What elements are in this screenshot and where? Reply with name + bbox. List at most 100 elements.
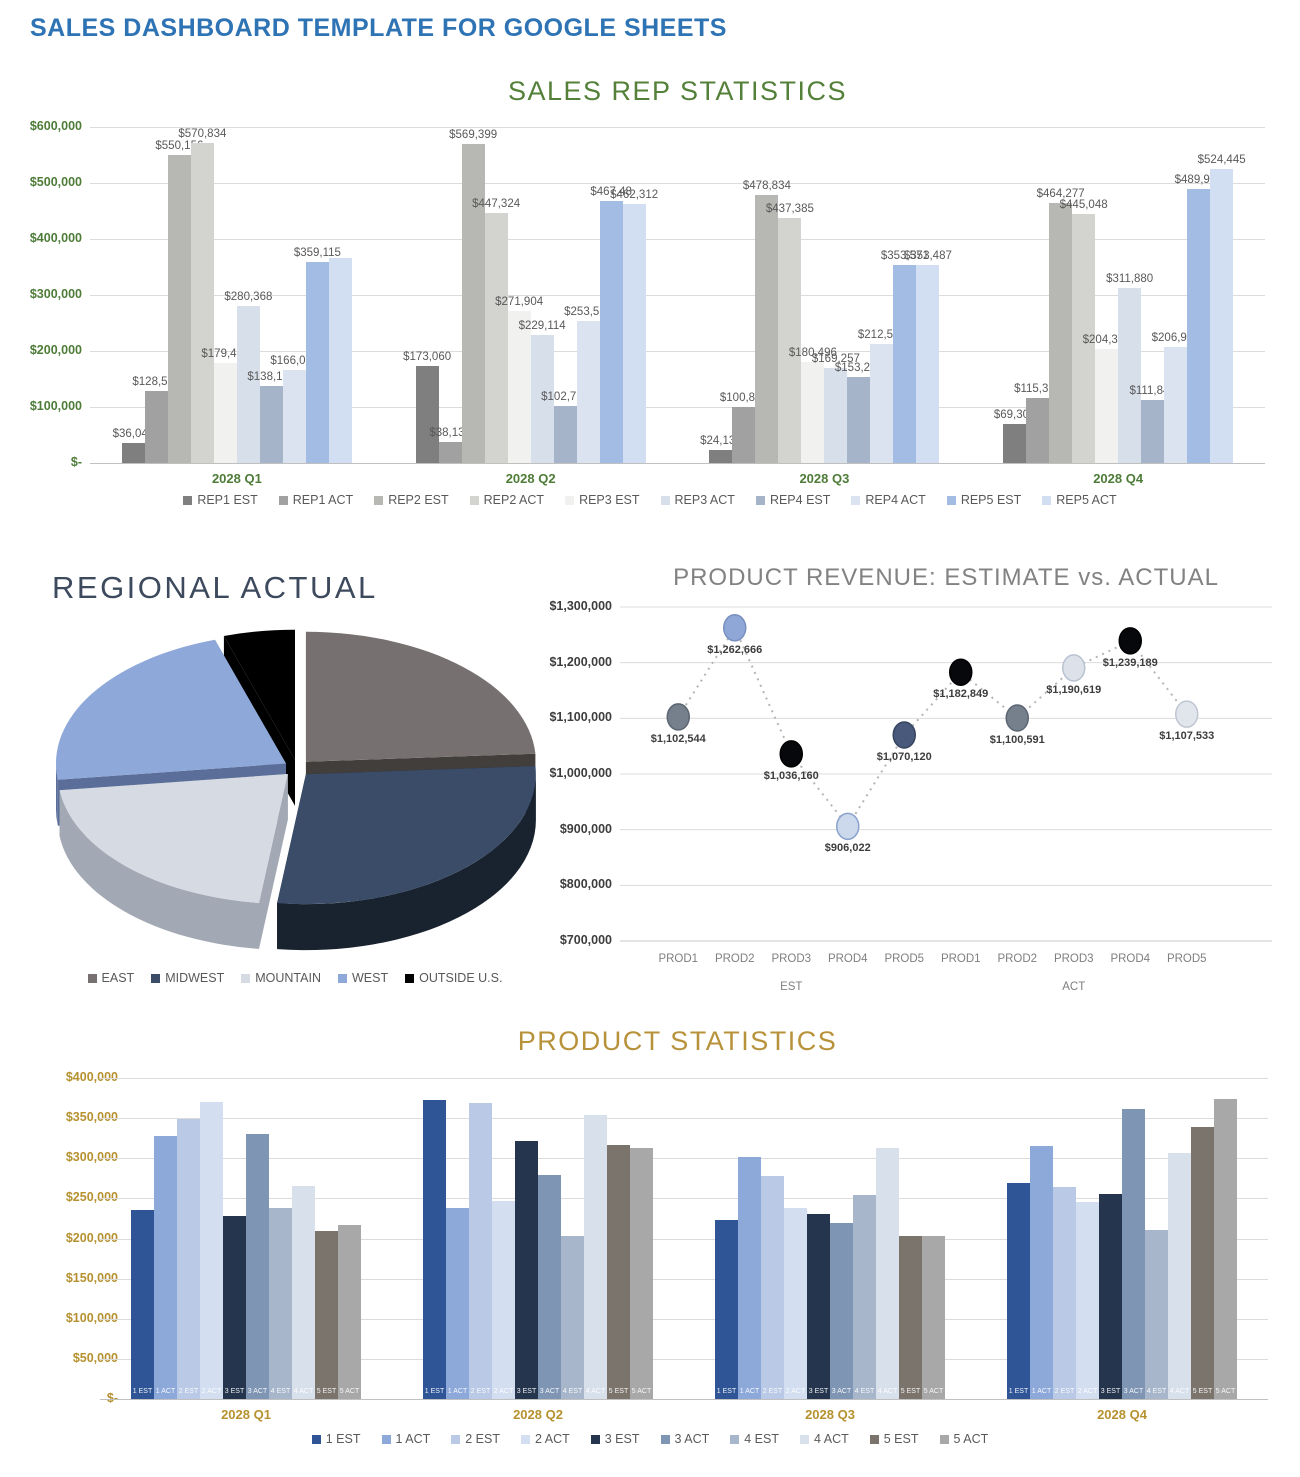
bar-series-label: 1 ACT: [155, 1388, 176, 1395]
data-point-label: $1,262,666: [707, 643, 763, 656]
bar-1-est-2028-q2: 1 EST: [423, 1100, 446, 1399]
bar-group-2028-q3: $24,132 $100,822 $478,834 $437,385 $180,496 $…: [678, 127, 972, 463]
bar-value-label: $173,060: [403, 351, 452, 364]
legend-label: 5 EST: [883, 1432, 919, 1446]
product-revenue-chart[interactable]: $1,102,544 $1,262,666 $1,036,160 $906,022 $1…: [620, 606, 1272, 993]
legend-item-rep5-act: REP5 ACT: [1042, 493, 1117, 507]
bar-rep3-act-2028-q2: $229,114: [519, 320, 566, 463]
data-point-label: $1,102,544: [650, 732, 706, 745]
x-axis-label: PROD5: [1166, 953, 1207, 965]
y-axis-tick: $50,000: [72, 1350, 118, 1365]
bar-rep5-est-2028-q2: $467,48: [590, 186, 632, 463]
bar-1-est-2028-q3: 1 EST: [715, 1220, 738, 1399]
data-point-label: $1,182,849: [933, 688, 989, 701]
bar-group-2028-q1: 1 EST 1 ACT 2 EST 2 ACT 3 EST 3 ACT 4 EST 4 ACT…: [100, 1078, 392, 1399]
bar-series-label: 3 ACT: [539, 1388, 560, 1395]
gridline: [90, 295, 1265, 296]
x-axis-group-label: 2028 Q2: [505, 471, 556, 486]
legend-label: REP2 ACT: [483, 493, 545, 507]
x-axis-group-label: ACT: [1062, 981, 1086, 993]
y-axis-tick: $1,000,000: [549, 766, 612, 780]
bar-2-act-2028-q4: 2 ACT: [1076, 1202, 1099, 1399]
bar-rep5-est-2028-q1: $359,115: [294, 247, 341, 463]
legend-swatch: [660, 495, 670, 505]
product-statistics-y-axis: $400,000 $350,000 $300,000 $250,000 $200,000…: [0, 1070, 118, 1405]
data-point-label: $1,036,160: [763, 769, 819, 782]
bar-rep3-act-2028-q3: $169,257: [812, 353, 860, 463]
bar-series-label: 4 EST: [854, 1388, 875, 1395]
bar-1-act-2028-q2: 1 ACT: [446, 1208, 469, 1399]
x-axis-group-label: 2028 Q2: [513, 1407, 563, 1422]
bar-4-act-2028-q4: 4 ACT: [1168, 1153, 1191, 1399]
x-axis-group-label: 2028 Q1: [211, 471, 262, 486]
bar-3-act-2028-q3: 3 ACT: [830, 1223, 853, 1399]
data-point-prod5-est: [892, 721, 916, 749]
sales-rep-y-axis: $600,000 $500,000 $400,000 $300,000 $200,000…: [0, 119, 82, 469]
data-point-prod2-act: [1005, 704, 1029, 732]
bar-rep4-est-2028-q1: $138,175: [247, 371, 295, 463]
legend-label: OUTSIDE U.S.: [419, 971, 503, 985]
bar-rep1-act-2028-q2: $38,136: [429, 427, 471, 463]
legend-label: 5 ACT: [953, 1432, 989, 1446]
legend-swatch: [278, 495, 288, 505]
legend-swatch: [755, 495, 765, 505]
bar-group-2028-q2: 1 EST 1 ACT 2 EST 2 ACT 3 EST 3 ACT 4 EST 4 ACT…: [392, 1078, 684, 1399]
x-axis-label: PROD2: [714, 953, 755, 965]
y-axis-tick: $200,000: [29, 343, 82, 357]
sales-rep-chart[interactable]: $36,047 $128,554 $550,156 $570,834 $179,432 $…: [90, 127, 1265, 486]
data-point-prod1-act: [949, 658, 973, 686]
bar-series-label: 2 ACT: [785, 1388, 806, 1395]
regional-pie-chart[interactable]: [40, 598, 550, 970]
x-axis-group-label: 2028 Q1: [221, 1407, 271, 1422]
legend-item-1-act: 1 ACT: [381, 1432, 430, 1446]
bar-1-act-2028-q3: 1 ACT: [738, 1157, 761, 1399]
bar-series-label: 3 ACT: [831, 1388, 852, 1395]
bar-2-act-2028-q1: 2 ACT: [200, 1102, 223, 1399]
legend-swatch: [851, 495, 861, 505]
legend-swatch: [241, 973, 251, 983]
gridline: [90, 127, 1265, 128]
bar-series-label: 4 EST: [562, 1388, 583, 1395]
bar-series-label: 5 EST: [316, 1388, 337, 1395]
bar-series-label: 3 EST: [808, 1388, 829, 1395]
bar-rep2-act-2028-q1: $570,834: [178, 128, 226, 463]
bar-2-est-2028-q2: 2 EST: [469, 1102, 492, 1399]
legend-swatch: [1042, 495, 1052, 505]
y-axis-tick: $200,000: [65, 1230, 118, 1245]
legend-label: REP1 ACT: [292, 493, 354, 507]
legend-item-3-est: 3 EST: [590, 1432, 640, 1446]
bar-series-label: 5 EST: [900, 1388, 921, 1395]
product-statistics-chart-title: PRODUCT STATISTICS: [517, 1026, 838, 1056]
gridline: [90, 183, 1265, 184]
bar-1-est-2028-q4: 1 EST: [1007, 1182, 1030, 1399]
bar-4-act-2028-q3: 4 ACT: [876, 1147, 899, 1399]
bar-rep2-est-2028-q1: $550,156: [155, 140, 203, 463]
regional-legend: EAST MIDWEST MOUNTAIN WEST OUTSIDE U.S.: [40, 971, 550, 985]
bar-series-label: 1 ACT: [447, 1388, 468, 1395]
legend-label: 2 ACT: [535, 1432, 570, 1446]
legend-item-3-act: 3 ACT: [660, 1432, 710, 1446]
gridline: [100, 1278, 1268, 1280]
legend-label: REP3 ACT: [674, 493, 735, 507]
legend-label: 3 EST: [604, 1432, 640, 1446]
gridline: [100, 1198, 1268, 1200]
y-axis-tick: $250,000: [65, 1190, 118, 1205]
bar-value-label: $353,571: [880, 250, 929, 262]
bar-rep5-act-2028-q3: $353,487: [904, 250, 952, 463]
legend-swatch: [521, 1434, 530, 1444]
bar-rep1-act-2028-q4: $115,337: [1014, 383, 1061, 463]
legend-label: REP3 EST: [579, 493, 640, 507]
bar-rep3-act-2028-q1: $280,368: [224, 291, 272, 463]
bar-series-label: 5 ACT: [339, 1388, 360, 1395]
legend-label: 3 ACT: [674, 1432, 710, 1446]
y-axis-tick: $600,000: [29, 119, 82, 133]
bar-rep3-est-2028-q4: $204,328: [1083, 334, 1131, 463]
bar-rep5-est-2028-q4: $489,945: [1175, 174, 1223, 463]
bar-3-est-2028-q1: 3 EST: [223, 1215, 246, 1399]
product-statistics-chart[interactable]: 1 EST 1 ACT 2 EST 2 ACT 3 EST 3 ACT 4 EST 4 ACT…: [100, 1078, 1268, 1422]
gridline: [100, 1158, 1268, 1160]
legend-label: 1 EST: [325, 1432, 361, 1446]
legend-swatch: [939, 1434, 949, 1444]
bar-series-label: 1 EST: [424, 1388, 445, 1395]
bar-value-label: $478,834: [742, 179, 791, 192]
